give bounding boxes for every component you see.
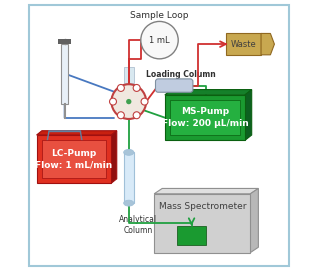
Bar	[226, 33, 261, 55]
Bar	[61, 44, 68, 104]
Text: LC-Pump
Flow: 1 mL/min: LC-Pump Flow: 1 mL/min	[35, 149, 113, 170]
Bar	[42, 140, 106, 178]
Bar	[177, 226, 206, 245]
Polygon shape	[44, 141, 86, 162]
Circle shape	[141, 21, 178, 59]
Circle shape	[117, 112, 124, 119]
Polygon shape	[245, 90, 252, 140]
Text: Analytical
Column: Analytical Column	[119, 215, 157, 235]
Bar	[124, 67, 134, 83]
Text: Loading Column: Loading Column	[146, 70, 216, 79]
Text: Mass Spectrometer: Mass Spectrometer	[159, 202, 246, 211]
Circle shape	[109, 98, 116, 105]
Bar	[165, 95, 245, 140]
Polygon shape	[261, 33, 274, 55]
Circle shape	[126, 99, 131, 104]
FancyBboxPatch shape	[155, 79, 193, 92]
Circle shape	[111, 84, 146, 119]
Text: MS-Pump
Flow: 200 μL/min: MS-Pump Flow: 200 μL/min	[161, 107, 248, 128]
Text: Sample Loop: Sample Loop	[130, 11, 189, 20]
Text: 1 mL: 1 mL	[149, 36, 170, 45]
Circle shape	[141, 98, 148, 105]
Bar	[124, 152, 134, 203]
Circle shape	[133, 85, 140, 92]
Bar	[37, 135, 111, 183]
Polygon shape	[111, 131, 117, 183]
Bar	[58, 39, 71, 44]
Polygon shape	[154, 188, 258, 194]
Ellipse shape	[124, 200, 134, 206]
Bar	[170, 100, 240, 135]
Bar	[154, 194, 250, 252]
Polygon shape	[250, 188, 258, 252]
Circle shape	[117, 85, 124, 92]
Circle shape	[133, 112, 140, 119]
Polygon shape	[165, 90, 252, 95]
Text: Waste: Waste	[231, 40, 256, 49]
Ellipse shape	[124, 149, 134, 155]
Polygon shape	[37, 131, 117, 135]
